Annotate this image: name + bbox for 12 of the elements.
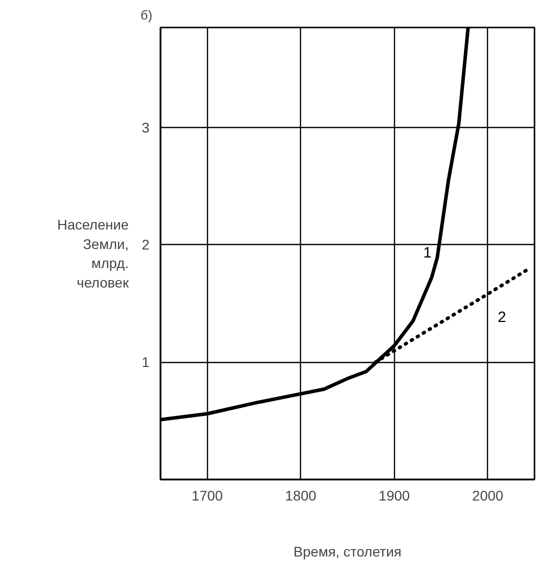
y-tick-label: 1 bbox=[142, 354, 150, 370]
y-tick-label: 3 bbox=[142, 119, 150, 136]
x-tick-label: 1700 bbox=[192, 488, 224, 504]
x-axis-title: Время, столетия bbox=[294, 544, 402, 560]
y-tick-label: 2 bbox=[142, 236, 150, 253]
x-tick-label: 1800 bbox=[285, 488, 317, 504]
chart-title: б) bbox=[140, 8, 152, 22]
y-axis-title: Население Земли, млрд. человек bbox=[57, 216, 130, 290]
x-tick-label: 2000 bbox=[472, 488, 504, 504]
x-tick-label: 1900 bbox=[378, 488, 410, 504]
series-label: 2 bbox=[498, 309, 506, 326]
series-label: 1 bbox=[423, 244, 432, 262]
